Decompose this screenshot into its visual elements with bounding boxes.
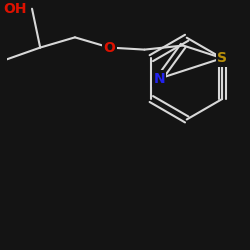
Text: O: O <box>104 40 116 54</box>
Text: OH: OH <box>4 2 27 16</box>
Text: N: N <box>154 72 165 86</box>
Text: S: S <box>217 51 227 65</box>
